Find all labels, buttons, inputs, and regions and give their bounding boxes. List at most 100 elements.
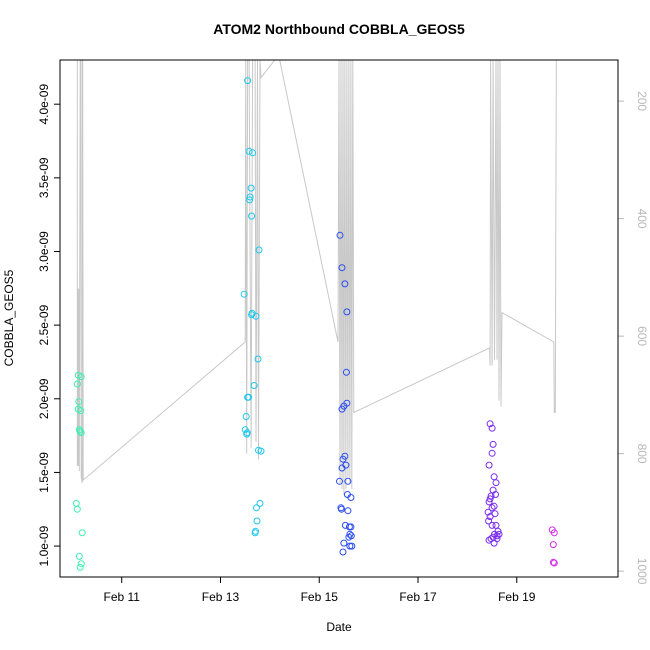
y-tick-label: 3.0e-09 [37, 231, 51, 272]
data-point [485, 517, 493, 525]
data-point [346, 542, 354, 550]
scatter-points-layer [72, 77, 558, 571]
data-point [485, 536, 493, 544]
right-tick-label: 400 [635, 209, 649, 229]
data-point [347, 494, 355, 501]
data-point [344, 507, 352, 515]
data-point [338, 464, 346, 472]
data-point [495, 530, 503, 538]
data-point [252, 312, 260, 320]
data-point [492, 521, 500, 529]
y-tick-label: 1.5e-09 [37, 452, 51, 493]
x-axis-label: Date [326, 620, 352, 634]
data-point [336, 231, 344, 239]
axes-layer: Feb 11 Feb 13 Feb 15 Feb 17 Feb 19 1.0e-09 1.5… [37, 84, 649, 604]
data-point [256, 499, 264, 507]
data-point [485, 461, 493, 469]
data-point [75, 426, 83, 434]
data-point [245, 147, 253, 155]
data-point [73, 505, 81, 513]
data-point [255, 246, 263, 254]
data-point [77, 373, 85, 381]
data-point [339, 548, 347, 556]
data-point [246, 196, 254, 204]
data-point [488, 521, 496, 529]
data-point [248, 311, 256, 319]
y-axis-label: COBBLA_GEOS5 [2, 269, 16, 366]
data-point [251, 529, 259, 537]
right-tick-label: 1000 [635, 558, 649, 585]
data-point [488, 424, 496, 432]
plot-frame [59, 59, 619, 578]
y-tick-label: 3.5e-09 [37, 157, 51, 198]
data-point [75, 398, 83, 406]
data-point [346, 530, 354, 538]
data-point [486, 420, 494, 428]
right-tick-label: 600 [635, 326, 649, 346]
x-tick-label: Feb 17 [399, 590, 437, 604]
right-tick-label: 200 [635, 91, 649, 111]
data-point [250, 382, 258, 389]
data-point [491, 510, 499, 518]
data-point [240, 290, 248, 298]
y-tick-label: 4.0e-09 [37, 84, 51, 125]
data-point [257, 447, 265, 455]
x-tick-label: Feb 13 [202, 590, 240, 604]
data-point [248, 212, 256, 220]
data-point [253, 517, 261, 525]
x-tick-label: Feb 11 [103, 590, 140, 604]
data-point [76, 427, 84, 435]
data-point [246, 193, 254, 201]
data-point [78, 529, 86, 537]
data-point [492, 491, 499, 498]
altitude-line [76, 59, 557, 495]
data-point [339, 455, 347, 463]
data-point [243, 430, 251, 438]
data-point [242, 413, 250, 420]
data-point [492, 479, 500, 487]
data-point [244, 77, 252, 85]
data-point [340, 539, 348, 547]
data-point [75, 552, 83, 560]
data-point [345, 533, 353, 541]
data-point [484, 508, 492, 516]
data-point [76, 563, 84, 571]
data-point [549, 558, 557, 566]
altitude-line-layer [76, 59, 557, 495]
data-point [77, 407, 85, 415]
data-point [348, 542, 356, 550]
data-point [485, 498, 493, 506]
data-point [254, 355, 262, 363]
data-point [549, 541, 557, 549]
y-tick-label: 2.0e-09 [37, 378, 51, 419]
data-point [73, 380, 81, 388]
chart-title: ATOM2 Northbound COBBLA_GEOS5 [213, 21, 465, 37]
data-point [247, 184, 255, 192]
data-point [72, 499, 80, 507]
data-point [343, 308, 351, 316]
data-point [245, 393, 253, 401]
data-point [347, 523, 355, 531]
data-point [341, 280, 349, 288]
data-point [550, 529, 558, 537]
data-point [486, 495, 494, 503]
data-point [550, 559, 558, 567]
data-point [490, 502, 498, 510]
x-tick-label: Feb 19 [498, 590, 536, 604]
x-tick-label: Feb 15 [301, 590, 339, 604]
data-point [488, 504, 496, 512]
data-point [489, 440, 497, 448]
data-point [249, 149, 257, 157]
data-point [344, 477, 352, 485]
data-point [77, 560, 85, 568]
data-point [338, 264, 346, 272]
data-point [336, 477, 343, 485]
y-tick-label: 1.0e-09 [37, 525, 51, 566]
data-point [490, 539, 498, 547]
data-point [487, 492, 495, 500]
data-point [342, 368, 350, 376]
data-point [490, 473, 498, 481]
data-point [253, 504, 260, 512]
data-point [338, 405, 346, 413]
